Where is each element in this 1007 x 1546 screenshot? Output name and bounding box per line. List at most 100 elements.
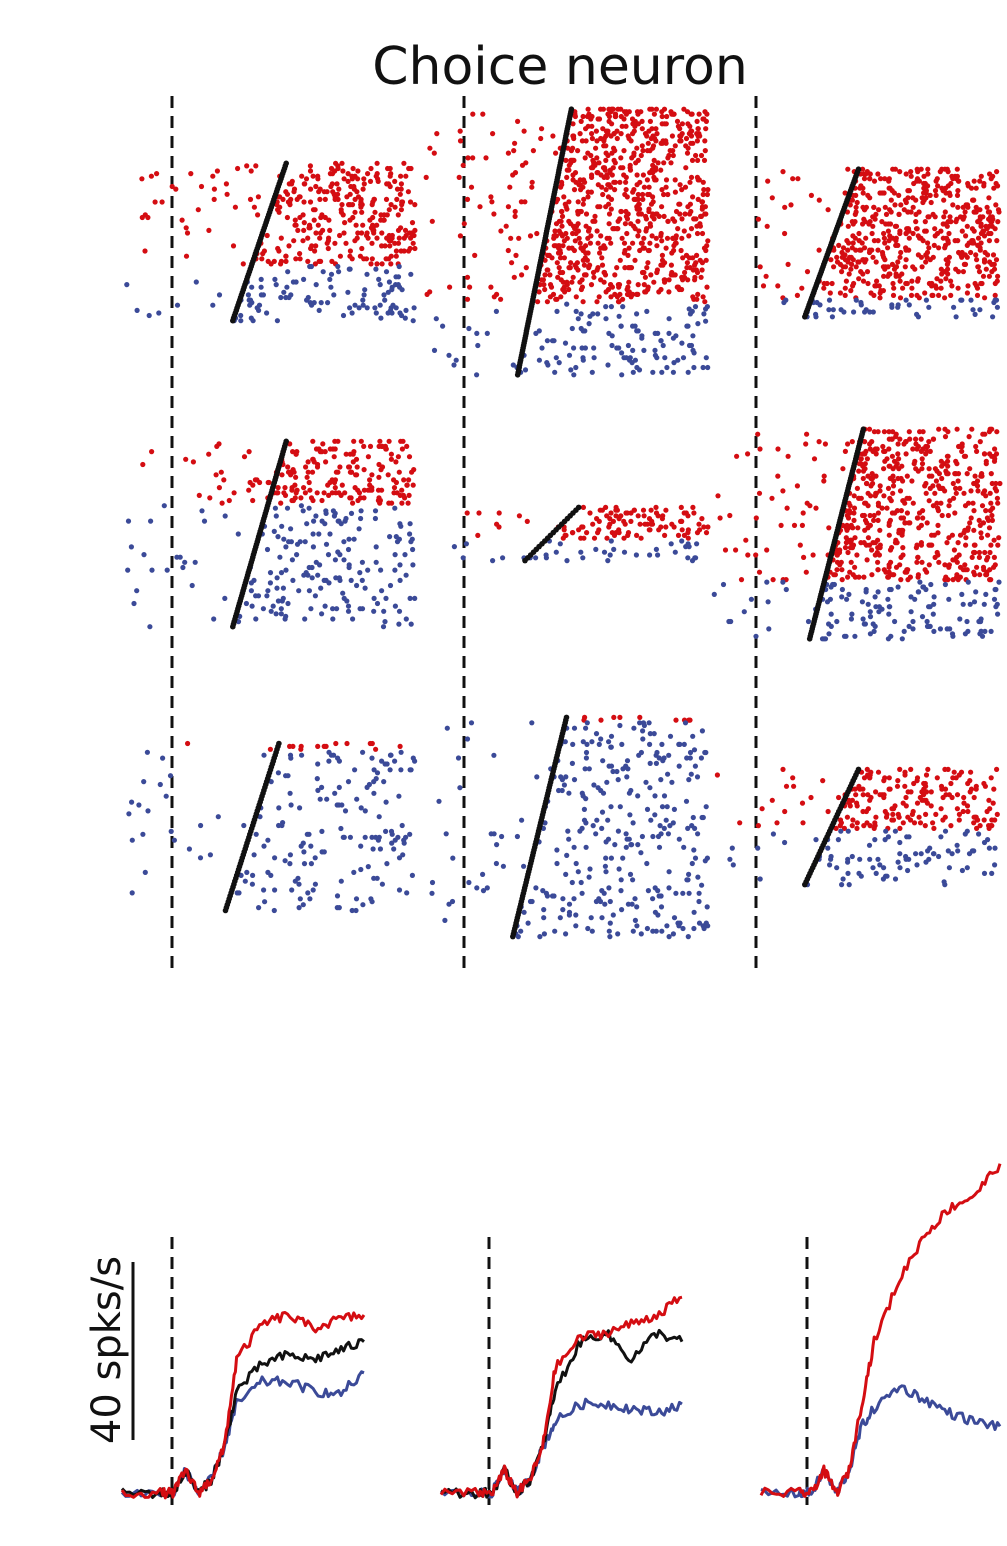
spike [340,168,346,174]
spike [639,118,645,124]
spike [900,820,906,826]
spike [179,217,185,223]
spike [402,227,409,233]
spike [825,207,831,213]
spike [928,803,934,809]
spike [616,299,622,305]
spike [373,544,379,550]
spike [375,487,382,493]
spike [301,276,307,282]
spike [288,472,294,478]
spike [630,928,636,934]
spike [700,814,706,821]
spike [989,269,995,275]
spike [667,733,674,739]
spike [729,845,735,851]
spike [635,111,641,117]
spike [348,577,354,584]
spike [653,106,660,112]
spike [297,805,303,811]
spike [695,157,701,163]
spike [783,783,790,789]
spike [695,831,701,837]
spike [552,369,558,375]
spike [139,214,145,221]
spike [253,163,259,169]
spike [932,490,938,496]
spike [677,182,683,188]
spike [273,282,279,288]
spike [867,309,873,315]
spike [403,616,409,622]
spike [619,235,625,241]
spike [705,187,711,193]
spike [310,497,316,504]
spike [258,276,264,282]
spike [249,881,255,887]
spike [326,580,332,586]
spike [593,731,600,737]
spike [895,441,901,447]
spike [846,271,852,277]
spike [352,238,358,244]
spike [877,295,883,301]
spike [395,227,402,233]
spike [326,758,332,764]
spike [571,725,578,731]
spike [909,278,915,284]
spike [935,183,941,189]
spike [379,243,385,249]
spike [345,779,352,785]
spike [128,544,134,550]
spike [516,235,522,241]
spike [898,577,904,583]
spike [125,567,131,573]
spike [676,286,682,293]
spike [849,439,855,445]
spike [881,235,888,241]
spike [298,503,304,509]
spike [702,858,708,864]
spike [977,307,983,313]
spike [730,862,736,868]
spike [641,347,647,353]
spike [862,259,868,265]
spike [603,855,609,861]
spike [198,822,204,829]
spike [853,204,859,210]
spike [373,310,379,316]
spike [364,305,370,311]
spike [312,881,318,887]
spike [521,863,527,869]
spike [447,284,453,290]
spike [407,595,413,602]
spike [968,249,974,256]
spike [561,782,568,788]
spike [594,299,600,305]
spike [293,256,299,262]
spike [519,817,525,823]
spike [696,890,702,896]
spike [866,426,873,432]
spike [556,265,562,271]
spike [909,285,915,291]
spike [985,532,991,538]
spike [583,844,589,850]
spike [355,168,361,174]
spike [983,266,989,272]
spike [559,223,565,229]
spike [655,330,661,336]
spike [620,304,626,310]
spike [395,240,402,246]
spike [348,510,355,516]
spike [988,176,994,182]
spike [700,294,706,300]
spike [312,855,318,861]
spike [582,179,588,185]
spike [986,238,993,244]
spike [623,844,629,850]
spike [905,867,911,874]
spike [569,879,575,886]
spike [790,176,796,182]
spike [864,269,871,275]
